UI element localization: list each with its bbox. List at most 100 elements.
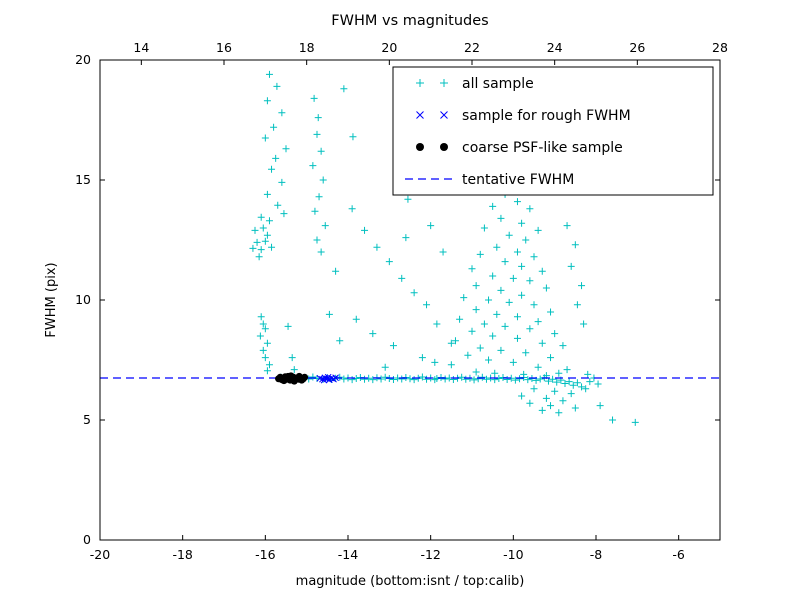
plus-marker [270, 123, 278, 131]
plus-marker [538, 267, 546, 275]
plus-marker [489, 202, 497, 210]
tick-label: 20 [381, 40, 397, 55]
plus-marker [256, 332, 264, 340]
plus-marker [464, 351, 472, 359]
plus-marker [373, 243, 381, 251]
plus-marker [278, 178, 286, 186]
plus-marker [398, 375, 406, 383]
tick-label: 24 [547, 40, 563, 55]
plus-marker [332, 267, 340, 275]
tick-label: -20 [90, 547, 110, 562]
legend-label-all-sample: all sample [462, 76, 534, 92]
plus-marker [268, 243, 276, 251]
plus-marker [468, 327, 476, 335]
plus-marker [553, 378, 561, 386]
y-axis-label: FWHM (pix) [44, 262, 59, 337]
plus-marker [255, 253, 263, 261]
legend-label-tentative-fwhm: tentative FWHM [462, 172, 574, 188]
plus-marker [509, 358, 517, 366]
plus-marker [410, 289, 418, 297]
plus-marker [309, 373, 317, 381]
plus-marker [573, 301, 581, 309]
plus-marker [563, 366, 571, 374]
plus-marker [534, 363, 542, 371]
tick-label: -16 [255, 547, 275, 562]
plus-marker [551, 387, 559, 395]
plus-marker [261, 354, 269, 362]
plus-marker [485, 296, 493, 304]
plus-marker [263, 339, 271, 347]
plus-marker [522, 349, 530, 357]
plus-marker [549, 375, 557, 383]
plus-marker [569, 381, 577, 389]
legend-label-psf-sample: coarse PSF-like sample [462, 140, 623, 156]
plus-marker [321, 222, 329, 230]
plus-marker [282, 145, 290, 153]
legend-label-rough-fwhm: sample for rough FWHM [462, 108, 631, 124]
dot-marker [287, 372, 295, 380]
plus-marker [526, 205, 534, 213]
tick-label: 16 [216, 40, 232, 55]
x-marker [324, 373, 332, 381]
plus-marker [309, 162, 317, 170]
plus-marker [609, 416, 617, 424]
plus-marker [470, 376, 478, 384]
plus-marker [516, 375, 524, 383]
plus-marker [385, 258, 393, 266]
plus-marker [631, 418, 639, 426]
x-marker [320, 376, 328, 384]
plus-marker [547, 354, 555, 362]
plus-marker [518, 262, 526, 270]
plus-marker [565, 378, 573, 386]
plus-marker [261, 134, 269, 142]
tick-label: 14 [133, 40, 149, 55]
plus-marker [586, 378, 594, 386]
plus-marker [518, 392, 526, 400]
plus-marker [319, 176, 327, 184]
plus-marker [418, 354, 426, 362]
plus-marker [573, 379, 581, 387]
dot-marker [440, 143, 448, 151]
plus-marker [497, 346, 505, 354]
plus-marker [547, 402, 555, 410]
plus-marker [518, 219, 526, 227]
plus-marker [369, 376, 377, 384]
plus-marker [501, 258, 509, 266]
x-marker [416, 111, 424, 119]
plus-marker [418, 373, 426, 381]
plus-marker [489, 332, 497, 340]
x-marker [440, 111, 448, 119]
plus-marker [505, 231, 513, 239]
x-marker [332, 374, 339, 382]
plus-marker [274, 201, 282, 209]
plus-marker [493, 243, 501, 251]
tick-label: 10 [75, 292, 91, 307]
plus-marker [433, 320, 441, 328]
plus-marker [381, 363, 389, 371]
plus-marker [534, 226, 542, 234]
plus-marker [563, 222, 571, 230]
plus-marker [522, 236, 530, 244]
plus-marker [582, 385, 590, 393]
plus-marker [268, 165, 276, 173]
plus-marker [513, 313, 521, 321]
left-axis-ticks: 0 5 10 15 20 [75, 52, 105, 547]
plus-marker [571, 404, 579, 412]
plus-marker [310, 94, 318, 102]
plus-marker [505, 298, 513, 306]
plus-marker [352, 315, 360, 323]
top-axis-ticks: 14 16 18 20 22 24 26 28 [133, 40, 728, 65]
plus-marker [449, 375, 457, 383]
tick-label: 28 [712, 40, 728, 55]
plus-marker [272, 154, 280, 162]
plus-marker [493, 310, 501, 318]
plus-marker [555, 369, 563, 377]
tick-label: 22 [464, 40, 480, 55]
tick-label: -12 [420, 547, 440, 562]
plus-marker [249, 244, 257, 252]
plus-marker [259, 320, 267, 328]
plus-marker [480, 224, 488, 232]
tick-label: -6 [672, 547, 685, 562]
plus-marker [263, 97, 271, 105]
plus-marker [509, 274, 517, 282]
